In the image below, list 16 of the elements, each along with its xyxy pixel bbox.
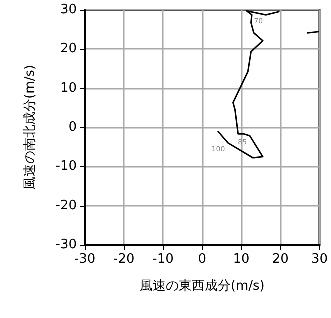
x-tick-label: -20 (114, 252, 135, 267)
x-tick-label: 0 (198, 252, 207, 267)
x-tick-label: -30 (74, 252, 96, 267)
x-tick-label: -10 (152, 252, 174, 267)
x-tick-label: 10 (233, 252, 250, 267)
y-tick-label: -30 (56, 238, 77, 252)
x-tick-label: 30 (311, 252, 328, 267)
x-tick-label: 20 (272, 252, 289, 267)
y-tick-label: 10 (60, 80, 77, 96)
y-tick-label: 20 (60, 42, 77, 57)
y-tick-label: 0 (68, 120, 77, 135)
x-axis-title: 風速の東西成分(m/s) (140, 279, 265, 294)
y-tick-label: 30 (60, 2, 77, 18)
y-tick-label: -20 (56, 198, 77, 214)
y-tick-label: -10 (56, 159, 77, 174)
y-axis-title: 風速の南北成分(m/s) (23, 65, 38, 190)
